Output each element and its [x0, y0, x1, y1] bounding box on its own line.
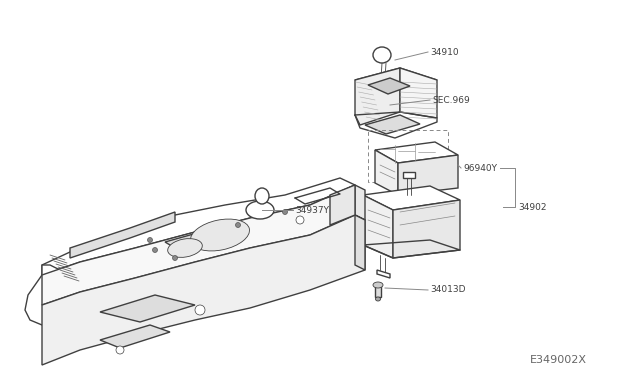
- Polygon shape: [363, 186, 460, 210]
- Polygon shape: [42, 215, 365, 365]
- Polygon shape: [363, 195, 393, 258]
- Circle shape: [296, 216, 304, 224]
- Text: 34902: 34902: [518, 202, 547, 212]
- Text: 96940Y: 96940Y: [463, 164, 497, 173]
- Text: 34937Y: 34937Y: [295, 205, 329, 215]
- Polygon shape: [355, 68, 437, 93]
- Text: SEC.969: SEC.969: [432, 96, 470, 105]
- Text: 34910: 34910: [430, 48, 459, 57]
- Polygon shape: [355, 215, 365, 270]
- Polygon shape: [165, 228, 225, 248]
- Ellipse shape: [376, 297, 381, 301]
- Ellipse shape: [373, 282, 383, 288]
- Polygon shape: [375, 142, 458, 163]
- Text: 34013D: 34013D: [430, 285, 465, 295]
- Polygon shape: [365, 115, 420, 134]
- Polygon shape: [42, 178, 355, 275]
- Bar: [368, 130, 448, 182]
- Polygon shape: [355, 68, 400, 125]
- Circle shape: [152, 247, 157, 253]
- Polygon shape: [42, 185, 355, 305]
- Circle shape: [116, 346, 124, 354]
- Ellipse shape: [255, 188, 269, 204]
- Polygon shape: [375, 285, 381, 297]
- Polygon shape: [100, 325, 170, 348]
- Ellipse shape: [191, 219, 250, 251]
- Circle shape: [236, 222, 241, 228]
- Polygon shape: [400, 68, 437, 118]
- Polygon shape: [330, 185, 355, 225]
- Ellipse shape: [246, 201, 274, 219]
- Circle shape: [282, 209, 287, 215]
- Ellipse shape: [373, 47, 391, 63]
- Ellipse shape: [168, 238, 202, 257]
- Polygon shape: [25, 265, 68, 325]
- Polygon shape: [393, 200, 460, 258]
- Polygon shape: [368, 78, 410, 94]
- Circle shape: [173, 256, 177, 260]
- Text: E349002X: E349002X: [530, 355, 587, 365]
- Polygon shape: [355, 185, 365, 220]
- Circle shape: [195, 305, 205, 315]
- Polygon shape: [403, 172, 415, 178]
- Polygon shape: [398, 155, 458, 195]
- Polygon shape: [375, 150, 398, 195]
- Polygon shape: [377, 270, 390, 278]
- Polygon shape: [70, 212, 175, 258]
- Polygon shape: [100, 295, 195, 322]
- Circle shape: [147, 237, 152, 243]
